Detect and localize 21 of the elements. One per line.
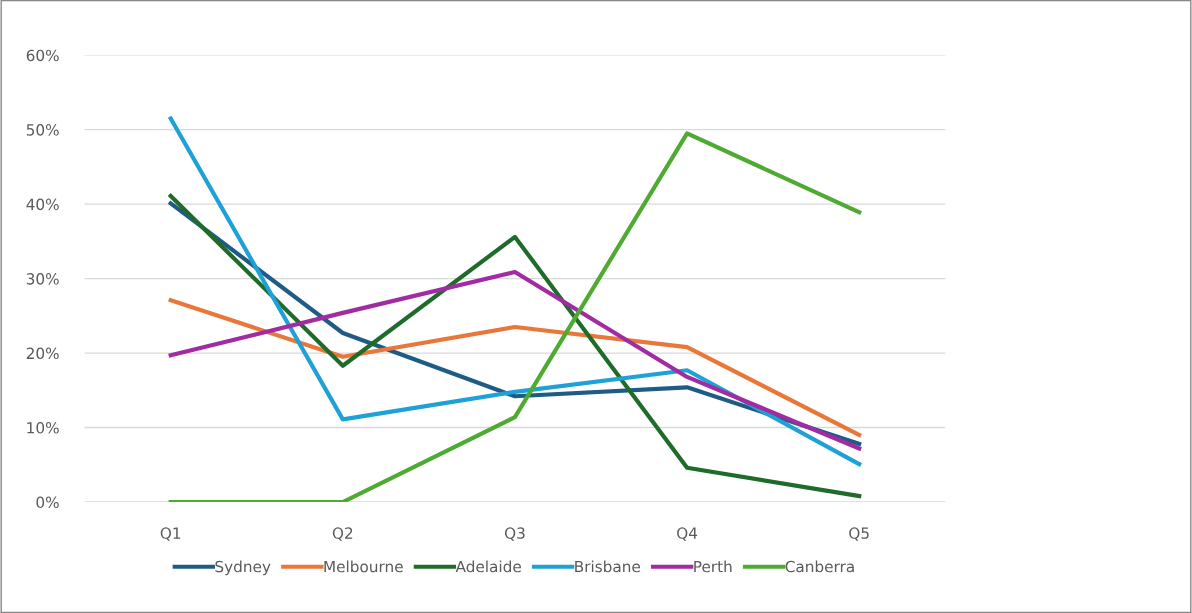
y-tick-label: 50% <box>26 124 59 136</box>
legend-label: Sydney <box>215 560 271 576</box>
legend-label: Melbourne <box>324 560 403 573</box>
legend-label: Perth <box>694 560 732 573</box>
legend-label: Brisbane <box>575 560 640 573</box>
y-tick-label: 40% <box>26 198 59 211</box>
x-tick-label: Q2 <box>332 527 353 541</box>
line-series <box>168 269 862 451</box>
x-tick-label: Q3 <box>504 527 525 541</box>
y-tick-label: 0% <box>36 496 59 509</box>
x-tick-label: Q4 <box>677 527 698 541</box>
y-tick-label: 20% <box>26 347 59 360</box>
line-series <box>168 193 862 499</box>
x-tick-label: Q5 <box>849 527 869 541</box>
legend-label: Adelaide <box>455 560 521 573</box>
line-series <box>168 298 862 438</box>
y-tick-label: 60% <box>26 49 59 62</box>
x-tick-label: Q1 <box>160 527 181 541</box>
legend-label: Canberra <box>785 560 854 573</box>
y-tick-label: 30% <box>26 273 59 285</box>
y-tick-label: 10% <box>27 422 59 434</box>
